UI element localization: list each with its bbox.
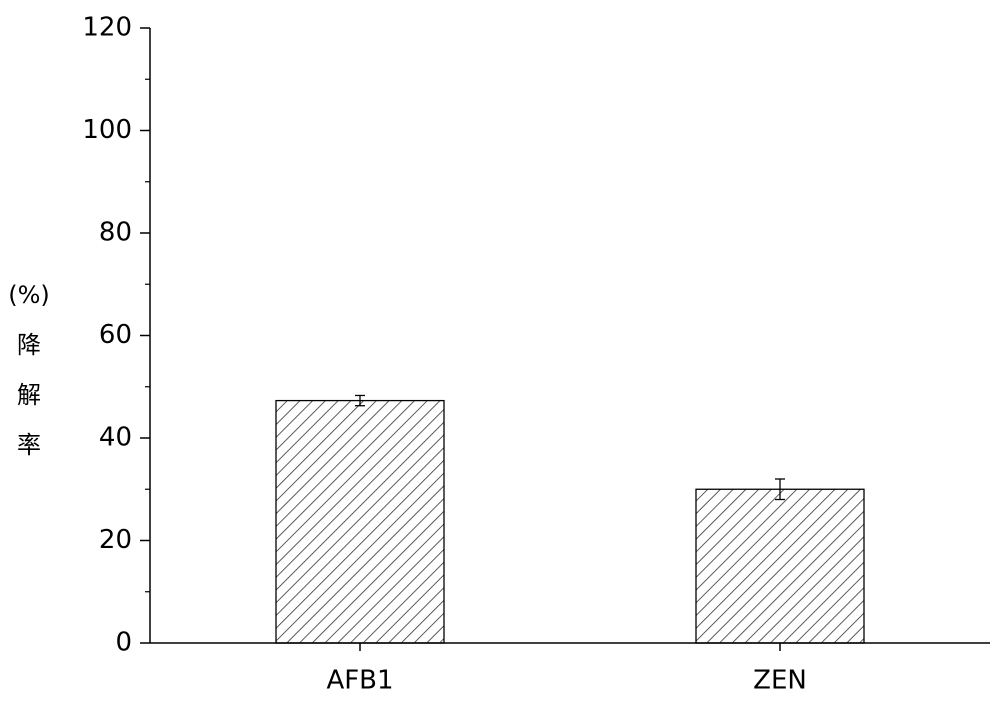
- y-tick-label: 60: [99, 320, 132, 350]
- y-tick-label: 100: [82, 115, 132, 145]
- bar: [695, 488, 865, 644]
- y-tick-label: 0: [115, 628, 132, 658]
- bar: [275, 399, 445, 644]
- y-tick-label: 120: [82, 13, 132, 43]
- y-tick-label: 20: [99, 525, 132, 555]
- y-tick-label: 80: [99, 218, 132, 248]
- error-bar: [355, 394, 365, 407]
- x-tick-label: AFB1: [326, 666, 393, 696]
- x-tick-label: ZEN: [753, 666, 807, 696]
- y-axis-label: (%)降解率: [8, 281, 50, 459]
- error-bar: [775, 478, 785, 501]
- y-tick-label: 40: [99, 423, 132, 453]
